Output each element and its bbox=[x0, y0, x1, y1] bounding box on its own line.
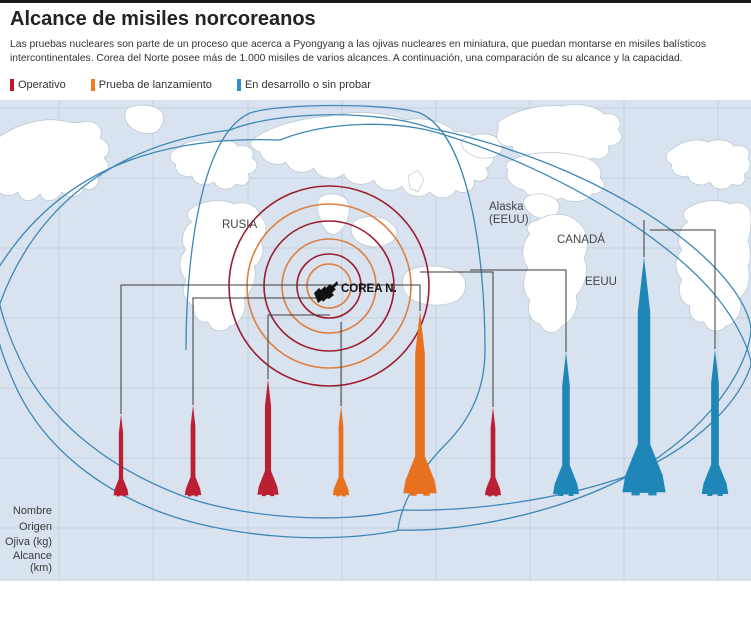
svg-text:Alaska: Alaska bbox=[489, 201, 524, 213]
svg-text:CANADÁ: CANADÁ bbox=[557, 233, 605, 246]
svg-text:(EEUU): (EEUU) bbox=[489, 214, 529, 226]
svg-text:COREA N.: COREA N. bbox=[341, 283, 397, 295]
svg-text:RUSIA: RUSIA bbox=[222, 219, 257, 231]
svg-text:EEUU: EEUU bbox=[585, 276, 617, 288]
